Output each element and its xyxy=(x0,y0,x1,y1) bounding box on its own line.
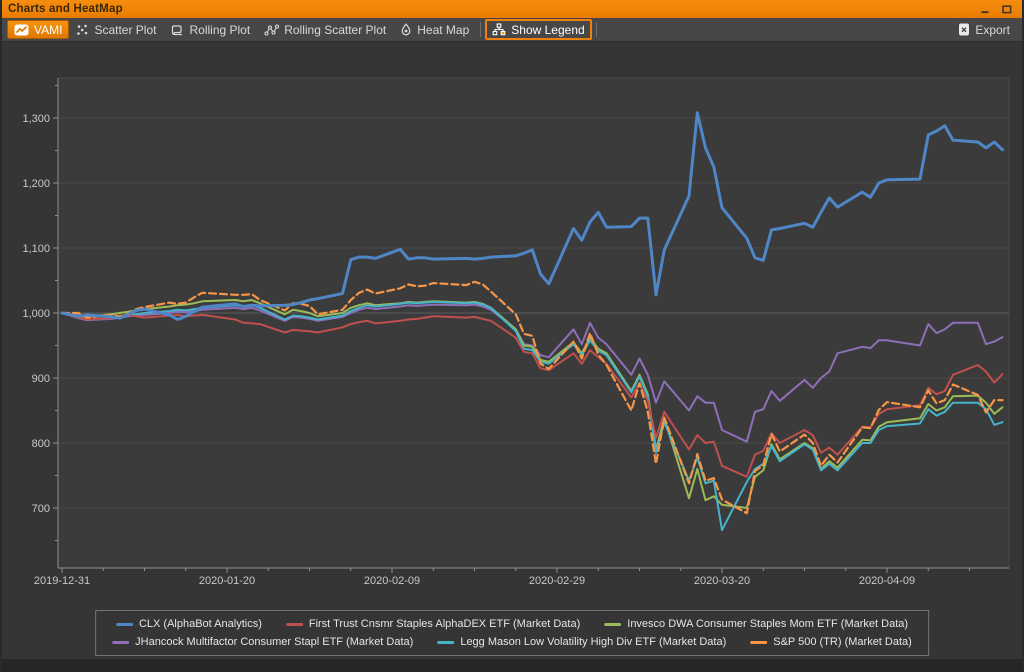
legend-label: Legg Mason Low Volatility High Div ETF (… xyxy=(460,636,727,648)
titlebar[interactable]: Charts and HeatMap xyxy=(2,0,1022,18)
window-title: Charts and HeatMap xyxy=(8,3,123,15)
legend-label: Invesco DWA Consumer Staples Mom ETF (Ma… xyxy=(627,618,909,630)
rolling-plot-icon xyxy=(170,24,184,36)
y-tick-label: 700 xyxy=(32,503,50,515)
x-tick-label: 2020-01-20 xyxy=(199,575,255,587)
window-footer xyxy=(2,659,1022,672)
export-label: Export xyxy=(975,22,1010,37)
tab-show-legend[interactable]: Show Legend xyxy=(485,19,592,40)
legend-label: First Trust Cnsmr Staples AlphaDEX ETF (… xyxy=(308,618,581,630)
tab-rolling-plot[interactable]: Rolling Plot xyxy=(163,20,257,39)
legend-label: CLX (AlphaBot Analytics) xyxy=(138,618,262,630)
y-tick-label: 900 xyxy=(32,373,50,385)
x-tick-label: 2020-03-20 xyxy=(694,575,750,587)
minimize-button[interactable] xyxy=(980,5,990,14)
series-line-jhancock-multifactor-consumer-stapl-etf-market-data xyxy=(61,303,1004,443)
chart-area[interactable]: 700 800 900 1,000 1,100 1,200 1,300 2019-12-31 2… xyxy=(2,45,1022,590)
series-line-clx-alphabot-analytics xyxy=(60,111,1004,321)
rolling-scatter-plot-icon xyxy=(264,23,280,36)
x-tick-label: 2020-04-09 xyxy=(859,575,915,587)
maximize-button[interactable] xyxy=(1002,4,1012,14)
toolbar-tabs: VAMI Scatter Plot Rolling Plot Rolling Scat… xyxy=(7,18,601,41)
show-legend-icon xyxy=(492,23,506,36)
legend-swatch xyxy=(115,622,133,626)
tab-label: VAMI xyxy=(34,22,63,37)
legend-item-s-p-500-tr-market-data: S&P 500 (TR) (Market Data) xyxy=(750,636,912,648)
legend-swatch xyxy=(112,640,130,644)
export-button[interactable]: Export xyxy=(951,20,1017,39)
tab-scatter-plot[interactable]: Scatter Plot xyxy=(69,20,163,39)
y-tick-label: 1,100 xyxy=(22,243,50,255)
y-tick-label: 800 xyxy=(32,438,50,450)
vami-icon xyxy=(14,24,29,36)
chart-legend: CLX (AlphaBot Analytics) First Trust Cnsm… xyxy=(95,610,929,656)
legend-row: JHancock Multifactor Consumer Stapl ETF … xyxy=(112,636,912,648)
heat-map-icon xyxy=(400,23,412,36)
y-tick-label: 1,200 xyxy=(22,178,50,190)
scatter-plot-icon xyxy=(76,24,89,36)
x-tick-label: 2019-12-31 xyxy=(34,575,90,587)
window-controls xyxy=(980,4,1012,14)
legend-label: S&P 500 (TR) (Market Data) xyxy=(773,636,912,648)
tab-heat-map[interactable]: Heat Map xyxy=(393,20,476,39)
toolbar-separator xyxy=(480,22,482,37)
legend-swatch xyxy=(604,622,622,626)
tab-rolling-scatter-plot[interactable]: Rolling Scatter Plot xyxy=(257,20,393,39)
tab-label: Heat Map xyxy=(417,22,470,37)
legend-item-invesco-dwa-consumer-staples-mom-etf-market-data: Invesco DWA Consumer Staples Mom ETF (Ma… xyxy=(604,618,908,630)
legend-label: JHancock Multifactor Consumer Stapl ETF … xyxy=(135,636,414,648)
legend-swatch xyxy=(285,622,303,626)
series-line-s-p-500-tr-market-data xyxy=(60,280,1004,515)
legend-swatch xyxy=(750,640,768,644)
tab-label: Rolling Plot xyxy=(189,22,251,37)
legend-item-clx-alphabot-analytics: CLX (AlphaBot Analytics) xyxy=(115,618,262,630)
y-tick-label: 1,300 xyxy=(22,113,50,125)
series-line-first-trust-cnsmr-staples-alphadex-etf-market-data xyxy=(61,312,1004,478)
plot-area[interactable] xyxy=(57,77,1010,569)
y-tick-label: 1,000 xyxy=(22,308,50,320)
legend-item-first-trust-cnsmr-staples-alphadex-etf-market-data: First Trust Cnsmr Staples AlphaDEX ETF (… xyxy=(285,618,581,630)
export-icon xyxy=(958,23,970,36)
tab-vami[interactable]: VAMI xyxy=(7,20,70,39)
toolbar-separator xyxy=(595,22,597,37)
x-tick-label: 2020-02-09 xyxy=(364,575,420,587)
x-tick-label: 2020-02-29 xyxy=(529,575,585,587)
tab-label: Show Legend xyxy=(511,22,585,37)
tab-label: Rolling Scatter Plot xyxy=(284,22,387,37)
legend-row: CLX (AlphaBot Analytics) First Trust Cnsm… xyxy=(112,618,912,630)
toolbar: VAMI Scatter Plot Rolling Plot Rolling Scat… xyxy=(2,18,1022,42)
legend-swatch xyxy=(437,640,455,644)
legend-item-legg-mason-low-volatility-high-div-etf-market-data: Legg Mason Low Volatility High Div ETF (… xyxy=(437,636,726,648)
vami-chart: 700 800 900 1,000 1,100 1,200 1,300 2019-12-31 2… xyxy=(22,77,1010,587)
legend-item-jhancock-multifactor-consumer-stapl-etf-market-data: JHancock Multifactor Consumer Stapl ETF … xyxy=(112,636,413,648)
tab-label: Scatter Plot xyxy=(94,22,157,37)
